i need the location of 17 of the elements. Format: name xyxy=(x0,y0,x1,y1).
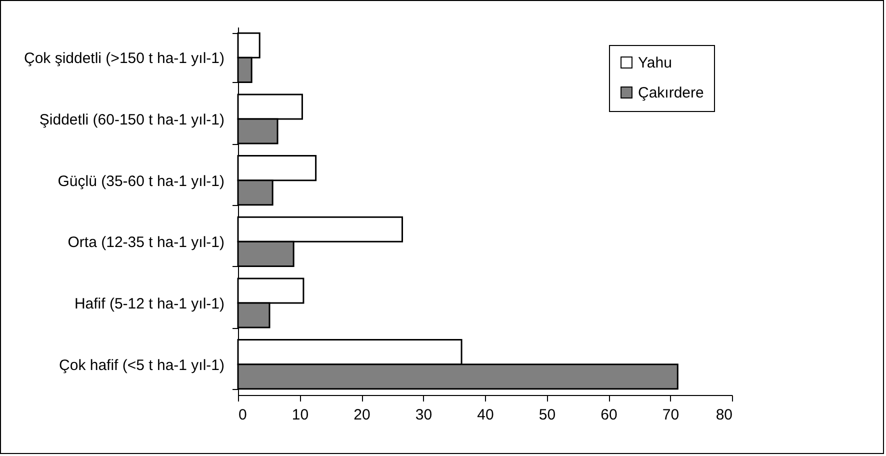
y-tick-label: Orta (12-35 t ha-1 yıl-1) xyxy=(68,234,224,252)
legend-label: Yahu xyxy=(638,54,672,72)
y-tick-label: Çok şiddetli (>150 t ha-1 yıl-1) xyxy=(24,50,224,68)
y-tick-label: Şiddetli (60-150 t ha-1 yıl-1) xyxy=(39,112,224,128)
x-tick-label: 20 xyxy=(354,406,370,424)
x-tick-label: 50 xyxy=(538,406,556,424)
legend-label: Çakırdere xyxy=(638,84,704,102)
x-tick-label: 60 xyxy=(600,406,618,424)
x-tick-label: 10 xyxy=(292,406,309,424)
x-tick-label: 40 xyxy=(477,406,494,424)
x-tick-label: 80 xyxy=(716,406,732,424)
y-tick-label: Hafif (5-12 t ha-1 yıl-1) xyxy=(74,296,224,312)
y-tick-label: Çok hafif (<5 t ha-1 yıl-1) xyxy=(59,356,225,374)
x-tick-label: 30 xyxy=(415,406,432,424)
x-tick-label: 0 xyxy=(238,406,247,424)
y-tick-label: Güçlü (35-60 t ha-1 yıl-1) xyxy=(58,172,224,190)
x-tick-label: 70 xyxy=(662,406,680,424)
